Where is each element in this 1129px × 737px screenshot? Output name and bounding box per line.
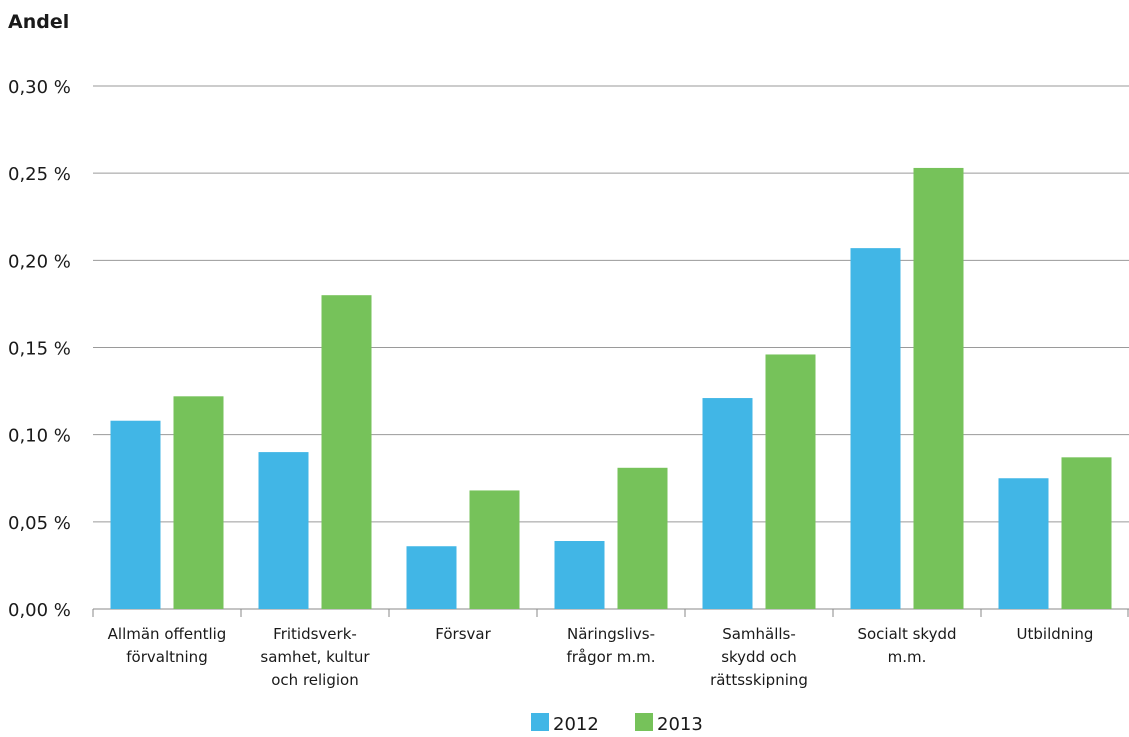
legend-swatch-2013: [635, 713, 653, 731]
y-tick-labels: 0,00 % 0,05 % 0,10 % 0,15 % 0,20 % 0,25 % 0,30…: [8, 77, 71, 621]
category-label: Fritidsverk-samhet, kultur och religion: [260, 625, 370, 689]
bars: [110, 167, 1112, 610]
bar-2012-0: [110, 420, 161, 609]
y-tick-label: 0,20 %: [8, 251, 71, 272]
y-tick-label: 0,00 %: [8, 600, 71, 621]
bar-2012-1: [258, 452, 309, 609]
bar-2012-3: [554, 541, 605, 609]
bar-2013-0: [173, 396, 224, 609]
bar-2013-4: [765, 354, 816, 609]
category-labels: Allmän offentlig förvaltning Fritidsverk-s…: [108, 625, 1094, 689]
bar-2013-2: [469, 490, 520, 609]
bar-2012-4: [702, 398, 753, 609]
y-tick-label: 0,10 %: [8, 426, 71, 447]
legend: 2012 2013: [531, 713, 703, 735]
bar-2013-5: [913, 167, 964, 610]
y-axis-title: Andel: [8, 11, 69, 33]
category-label: Samhälls-skydd och rättsskipning: [710, 625, 808, 689]
bar-2013-6: [1061, 457, 1112, 609]
bar-2012-5: [850, 248, 901, 609]
y-tick-label: 0,05 %: [8, 513, 71, 534]
bar-2013-1: [321, 295, 372, 609]
legend-label-2013: 2013: [657, 714, 703, 735]
bar-2013-3: [617, 467, 668, 609]
category-label: Näringslivs-frågor m.m.: [566, 625, 655, 666]
gridlines: [92, 85, 1129, 617]
legend-label-2012: 2012: [553, 714, 599, 735]
y-tick-label: 0,15 %: [8, 339, 71, 360]
legend-swatch-2012: [531, 713, 549, 731]
y-tick-label: 0,25 %: [8, 164, 71, 185]
bar-2012-2: [406, 546, 457, 609]
y-tick-label: 0,30 %: [8, 77, 71, 98]
category-label: Socialt skydd m.m.: [857, 625, 956, 666]
bar-2012-6: [998, 478, 1049, 609]
category-label: Utbildning: [1017, 625, 1094, 643]
category-label: Allmän offentlig förvaltning: [108, 625, 227, 666]
category-label: Försvar: [435, 625, 491, 643]
